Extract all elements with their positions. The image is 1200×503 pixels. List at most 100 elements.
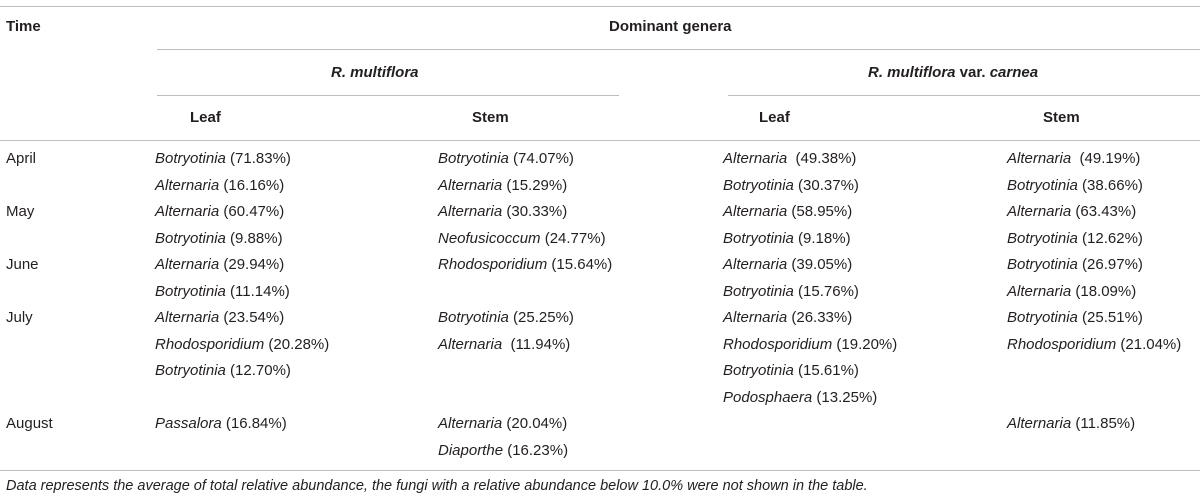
genus-name: Botryotinia [438, 309, 509, 326]
genus-abundance-entry: Alternaria (49.38%) [723, 150, 856, 168]
genus-name: Botryotinia [723, 176, 794, 194]
genus-name: Rhodosporidium [1007, 335, 1117, 353]
genus-name: Alternaria [438, 335, 503, 353]
header-rc-leaf: Leaf [759, 109, 790, 126]
abundance-value: (9.88%) [225, 229, 283, 247]
genus-abundance-entry: Alternaria (11.94%) [438, 336, 570, 354]
header-rm-leaf: Leaf [190, 109, 221, 126]
abundance-value: (30.33%) [502, 203, 568, 220]
header-rm-stem: Stem [472, 109, 509, 126]
genus-abundance-entry: Alternaria (15.29%) [438, 177, 567, 195]
genus-name: Rhodosporidium [723, 335, 833, 353]
header-rc-stem: Stem [1043, 109, 1080, 126]
header-dominant-genera: Dominant genera [609, 18, 732, 35]
genus-name: Alternaria [155, 256, 220, 273]
abundance-value: (15.64%) [547, 256, 613, 273]
genus-name: Podosphaera [723, 388, 813, 406]
genus-abundance-entry: Passalora (16.84%) [155, 415, 287, 433]
species2-rule [728, 95, 1200, 96]
abundance-value: (13.25%) [812, 388, 878, 406]
genus-name: Botryotinia [438, 150, 509, 167]
genus-abundance-entry: Botryotinia (12.70%) [155, 362, 291, 380]
genus-name: Botryotinia [155, 282, 226, 300]
genus-name: Alternaria [438, 176, 503, 194]
genus-abundance-entry: Botryotinia (25.51%) [1007, 309, 1143, 327]
genus-name: Botryotinia [155, 362, 226, 379]
genus-abundance-entry: Botryotinia (11.14%) [155, 283, 290, 301]
abundance-value: (12.70%) [225, 362, 291, 379]
genus-abundance-entry: Rhodosporidium (21.04%) [1007, 336, 1181, 354]
abundance-value: (11.14%) [225, 282, 290, 300]
time-cell: July [6, 309, 33, 326]
genus-name: Botryotinia [723, 229, 794, 247]
header-bottom-rule [0, 140, 1200, 141]
time-cell: April [6, 150, 37, 167]
genus-abundance-entry: Rhodosporidium (19.20%) [723, 336, 897, 354]
abundance-value: (74.07%) [508, 150, 574, 167]
genus-abundance-entry: Alternaria (63.43%) [1007, 203, 1136, 221]
abundance-value: (26.33%) [787, 309, 853, 326]
abundance-value: (63.43%) [1071, 203, 1137, 220]
abundance-value: (29.94%) [219, 256, 285, 273]
genus-name: Diaporthe [438, 441, 504, 459]
genus-name: Botryotinia [155, 150, 226, 167]
genus-abundance-entry: Podosphaera (13.25%) [723, 389, 877, 407]
abundance-value: (11.94%) [502, 335, 571, 353]
abundance-value: (11.85%) [1071, 415, 1136, 432]
genus-abundance-entry: Alternaria (60.47%) [155, 203, 284, 221]
genus-abundance-entry: Alternaria (39.05%) [723, 256, 852, 274]
genus-abundance-entry: Neofusicoccum (24.77%) [438, 230, 606, 248]
genus-name: Rhodosporidium [438, 256, 548, 273]
genus-abundance-entry: Alternaria (18.09%) [1007, 283, 1136, 301]
abundance-value: (24.77%) [540, 229, 606, 247]
genus-name: Alternaria [1007, 203, 1072, 220]
genus-name: Alternaria [723, 309, 788, 326]
abundance-value: (26.97%) [1077, 256, 1143, 273]
genus-name: Alternaria [438, 415, 503, 432]
genus-name: Neofusicoccum [438, 229, 541, 247]
abundance-value: (15.29%) [502, 176, 568, 194]
genus-name: Alternaria [155, 309, 220, 326]
genus-name: Rhodosporidium [155, 335, 265, 353]
genus-abundance-entry: Alternaria (49.19%) [1007, 150, 1140, 168]
genus-abundance-entry: Botryotinia (15.76%) [723, 283, 859, 301]
abundance-value: (39.05%) [787, 256, 853, 273]
abundance-value: (49.38%) [787, 150, 857, 167]
genus-abundance-entry: Alternaria (11.85%) [1007, 415, 1135, 433]
abundance-value: (20.04%) [502, 415, 568, 432]
genus-abundance-entry: Alternaria (16.16%) [155, 177, 284, 195]
abundance-value: (25.51%) [1077, 309, 1143, 326]
genus-abundance-entry: Botryotinia (25.25%) [438, 309, 574, 327]
genus-abundance-entry: Botryotinia (9.18%) [723, 230, 851, 248]
table-bottom-rule [0, 470, 1200, 471]
genus-name: Alternaria [155, 176, 220, 194]
genus-name: Alternaria [723, 256, 788, 273]
genus-abundance-entry: Rhodosporidium (20.28%) [155, 336, 329, 354]
genus-name: Alternaria [1007, 150, 1072, 167]
abundance-value: (60.47%) [219, 203, 285, 220]
abundance-value: (16.16%) [219, 176, 285, 194]
genus-abundance-entry: Alternaria (20.04%) [438, 415, 567, 433]
genus-abundance-entry: Rhodosporidium (15.64%) [438, 256, 612, 274]
genus-abundance-entry: Botryotinia (9.88%) [155, 230, 283, 248]
genus-name: Alternaria [438, 203, 503, 220]
genus-name: Passalora [155, 415, 222, 432]
genus-abundance-entry: Botryotinia (12.62%) [1007, 230, 1143, 248]
abundance-value: (16.84%) [221, 415, 287, 432]
header-species-r-multiflora-carnea: R. multiflora var. carnea [868, 64, 1038, 82]
time-cell: August [6, 415, 53, 432]
time-cell: May [6, 203, 35, 220]
abundance-value: (58.95%) [787, 203, 853, 220]
abundance-value: (15.61%) [793, 362, 859, 379]
genus-name: Alternaria [1007, 282, 1072, 300]
genus-name: Botryotinia [1007, 176, 1078, 194]
genus-abundance-entry: Botryotinia (74.07%) [438, 150, 574, 168]
genus-abundance-entry: Botryotinia (15.61%) [723, 362, 859, 380]
table-footnote: Data represents the average of total rel… [6, 478, 868, 494]
genus-abundance-entry: Botryotinia (38.66%) [1007, 177, 1143, 195]
abundance-value: (38.66%) [1077, 176, 1143, 194]
abundance-value: (21.04%) [1116, 335, 1182, 353]
genus-name: Botryotinia [1007, 309, 1078, 326]
abundance-value: (16.23%) [503, 441, 569, 459]
header-time: Time [6, 18, 41, 35]
